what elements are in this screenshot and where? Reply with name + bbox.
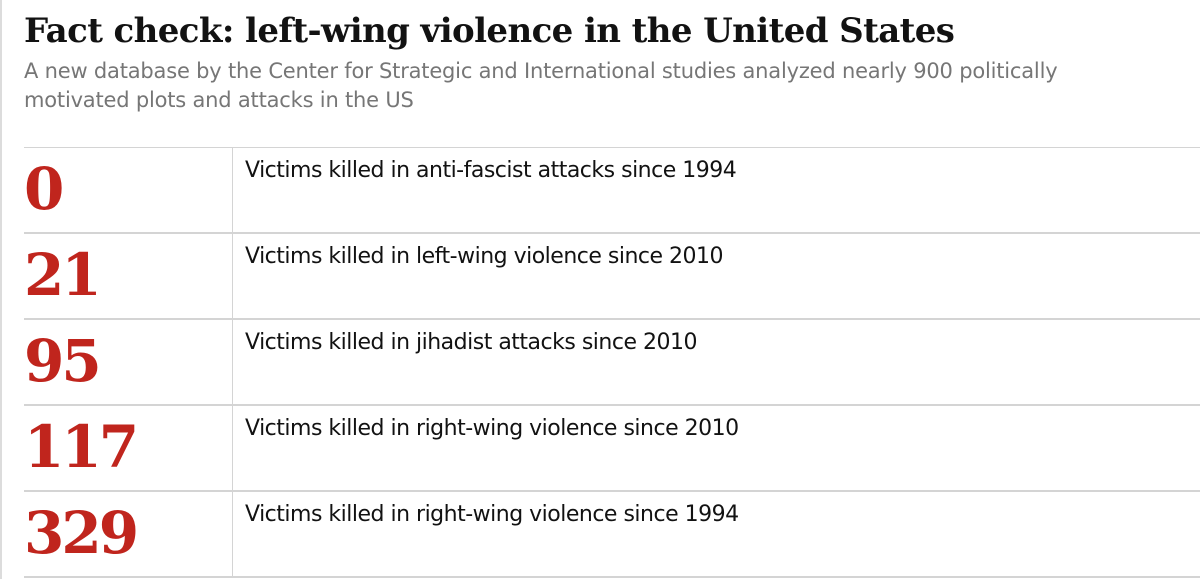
fact-table: 0 Victims killed in anti-fascist attacks… xyxy=(24,147,1200,578)
page-title: Fact check: left-wing violence in the Un… xyxy=(24,11,955,51)
fact-row: 21 Victims killed in left-wing violence … xyxy=(24,234,1200,320)
fact-label: Victims killed in jihadist attacks since… xyxy=(245,330,697,355)
fact-label: Victims killed in right-wing violence si… xyxy=(245,416,739,441)
fact-label: Victims killed in anti-fascist attacks s… xyxy=(245,158,737,183)
column-divider xyxy=(232,320,233,404)
fact-number: 21 xyxy=(24,241,102,309)
fact-number: 117 xyxy=(24,413,139,481)
fact-row: 0 Victims killed in anti-fascist attacks… xyxy=(24,148,1200,234)
fact-number: 0 xyxy=(24,155,64,223)
fact-row: 329 Victims killed in right-wing violenc… xyxy=(24,492,1200,578)
fact-row: 117 Victims killed in right-wing violenc… xyxy=(24,406,1200,492)
page-subtitle: A new database by the Center for Strateg… xyxy=(24,59,1058,112)
fact-number: 95 xyxy=(24,327,102,395)
column-divider xyxy=(232,148,233,232)
column-divider xyxy=(232,234,233,318)
fact-label: Victims killed in left-wing violence sin… xyxy=(245,244,724,269)
fact-row: 95 Victims killed in jihadist attacks si… xyxy=(24,320,1200,406)
column-divider xyxy=(232,406,233,490)
column-divider xyxy=(232,492,233,576)
fact-number: 329 xyxy=(24,499,139,567)
fact-label: Victims killed in right-wing violence si… xyxy=(245,502,739,527)
